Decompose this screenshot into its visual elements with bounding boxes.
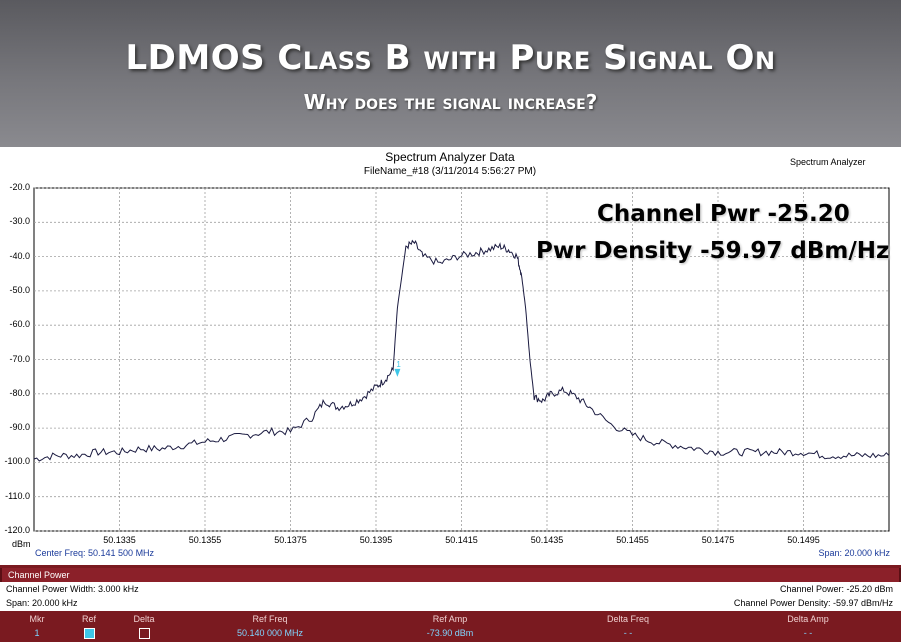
- center-freq-label: Center Freq: 50.141 500 MHz: [35, 548, 155, 558]
- col-delta-freq: Delta Freq: [606, 614, 650, 624]
- channel-power-annotation: Channel Pwr -25.20: [597, 201, 850, 227]
- marker-delta-freq: - -: [623, 628, 633, 638]
- x-tick-label: 50.1455: [616, 535, 649, 545]
- x-tick-label: 50.1335: [103, 535, 136, 545]
- marker-row[interactable]: 1 50.140 000 MHz -73.90 dBm - - - -: [0, 627, 901, 640]
- marker-table-header: Mkr Ref Delta Ref Freq Ref Amp Delta Fre…: [0, 613, 901, 626]
- x-tick-label: 50.1495: [787, 535, 820, 545]
- marker-table: Mkr Ref Delta Ref Freq Ref Amp Delta Fre…: [0, 611, 901, 642]
- file-name-label: FileName_#18 (3/11/2014 5:56:27 PM): [363, 166, 537, 177]
- y-tick-label: -50.0: [9, 284, 30, 295]
- y-tick-label: -60.0: [9, 319, 30, 330]
- spectrum-plot-area: Spectrum Analyzer Data FileName_#18 (3/1…: [0, 147, 901, 565]
- span-label: Span: 20.000 kHz: [818, 548, 890, 558]
- x-tick-label: 50.1415: [445, 535, 478, 545]
- spectrum-trace: [33, 239, 890, 462]
- delta-checkbox[interactable]: [124, 627, 164, 640]
- y-tick-label: -70.0: [9, 353, 30, 364]
- col-ref-amp: Ref Amp: [432, 614, 468, 624]
- slide-banner: LDMOS Class B with Pure Signal On Why do…: [0, 0, 901, 147]
- channel-power-width-label: Channel Power Width: 3.000 kHz: [6, 584, 139, 594]
- col-delta-amp: Delta Amp: [787, 614, 829, 624]
- channel-power-density-label: Channel Power Density: -59.97 dBm/Hz: [733, 598, 893, 608]
- col-ref-freq: Ref Freq: [252, 614, 288, 624]
- y-tick-label: -100.0: [4, 456, 30, 467]
- power-density-annotation: Pwr Density -59.97 dBm/Hz: [536, 238, 890, 264]
- x-tick-label: 50.1435: [530, 535, 564, 545]
- channel-power-row-2: Span: 20.000 kHz Channel Power Density: …: [0, 596, 901, 610]
- marker-1-label: 1: [396, 360, 401, 369]
- spectrum-chart: 1: [33, 187, 890, 532]
- col-delta: Delta: [133, 614, 155, 624]
- col-mkr: Mkr: [29, 614, 45, 624]
- marker-number: 1: [34, 628, 40, 638]
- y-unit-label: dBm: [12, 539, 31, 549]
- marker-ref-freq: 50.140 000 MHz: [236, 628, 304, 638]
- col-ref: Ref: [81, 614, 96, 624]
- y-tick-label: -30.0: [9, 216, 30, 227]
- y-tick-label: -40.0: [9, 250, 30, 261]
- y-tick-label: -80.0: [9, 387, 30, 398]
- marker-ref-amp: -73.90 dBm: [426, 628, 474, 638]
- x-tick-label: 50.1375: [274, 535, 307, 545]
- x-tick-label: 50.1475: [701, 535, 735, 545]
- app-label: Spectrum Analyzer: [790, 157, 866, 167]
- marker-1-triangle: [394, 368, 401, 377]
- slide-subtitle: Why does the signal increase?: [303, 90, 598, 114]
- y-tick-label: -120.0: [4, 525, 30, 535]
- channel-power-row-1: Channel Power Width: 3.000 kHz Channel P…: [0, 582, 901, 596]
- y-tick-label: -110.0: [5, 490, 30, 501]
- y-tick-label: -20.0: [9, 182, 30, 192]
- slide-title: LDMOS Class B with Pure Signal On: [125, 38, 776, 78]
- channel-power-panel-title: Channel Power: [0, 568, 901, 582]
- x-tick-label: 50.1355: [188, 535, 222, 545]
- channel-power-span-label: Span: 20.000 kHz: [6, 598, 78, 608]
- x-tick-label: 50.1395: [359, 535, 393, 545]
- y-tick-label: -90.0: [9, 422, 30, 433]
- channel-power-panel: Channel Power Channel Power Width: 3.000…: [0, 565, 901, 611]
- channel-power-value-label: Channel Power: -25.20 dBm: [779, 584, 893, 594]
- marker-delta-amp: - -: [803, 628, 813, 638]
- plot-title: Spectrum Analyzer Data: [385, 150, 515, 164]
- ref-checkbox[interactable]: [72, 627, 106, 640]
